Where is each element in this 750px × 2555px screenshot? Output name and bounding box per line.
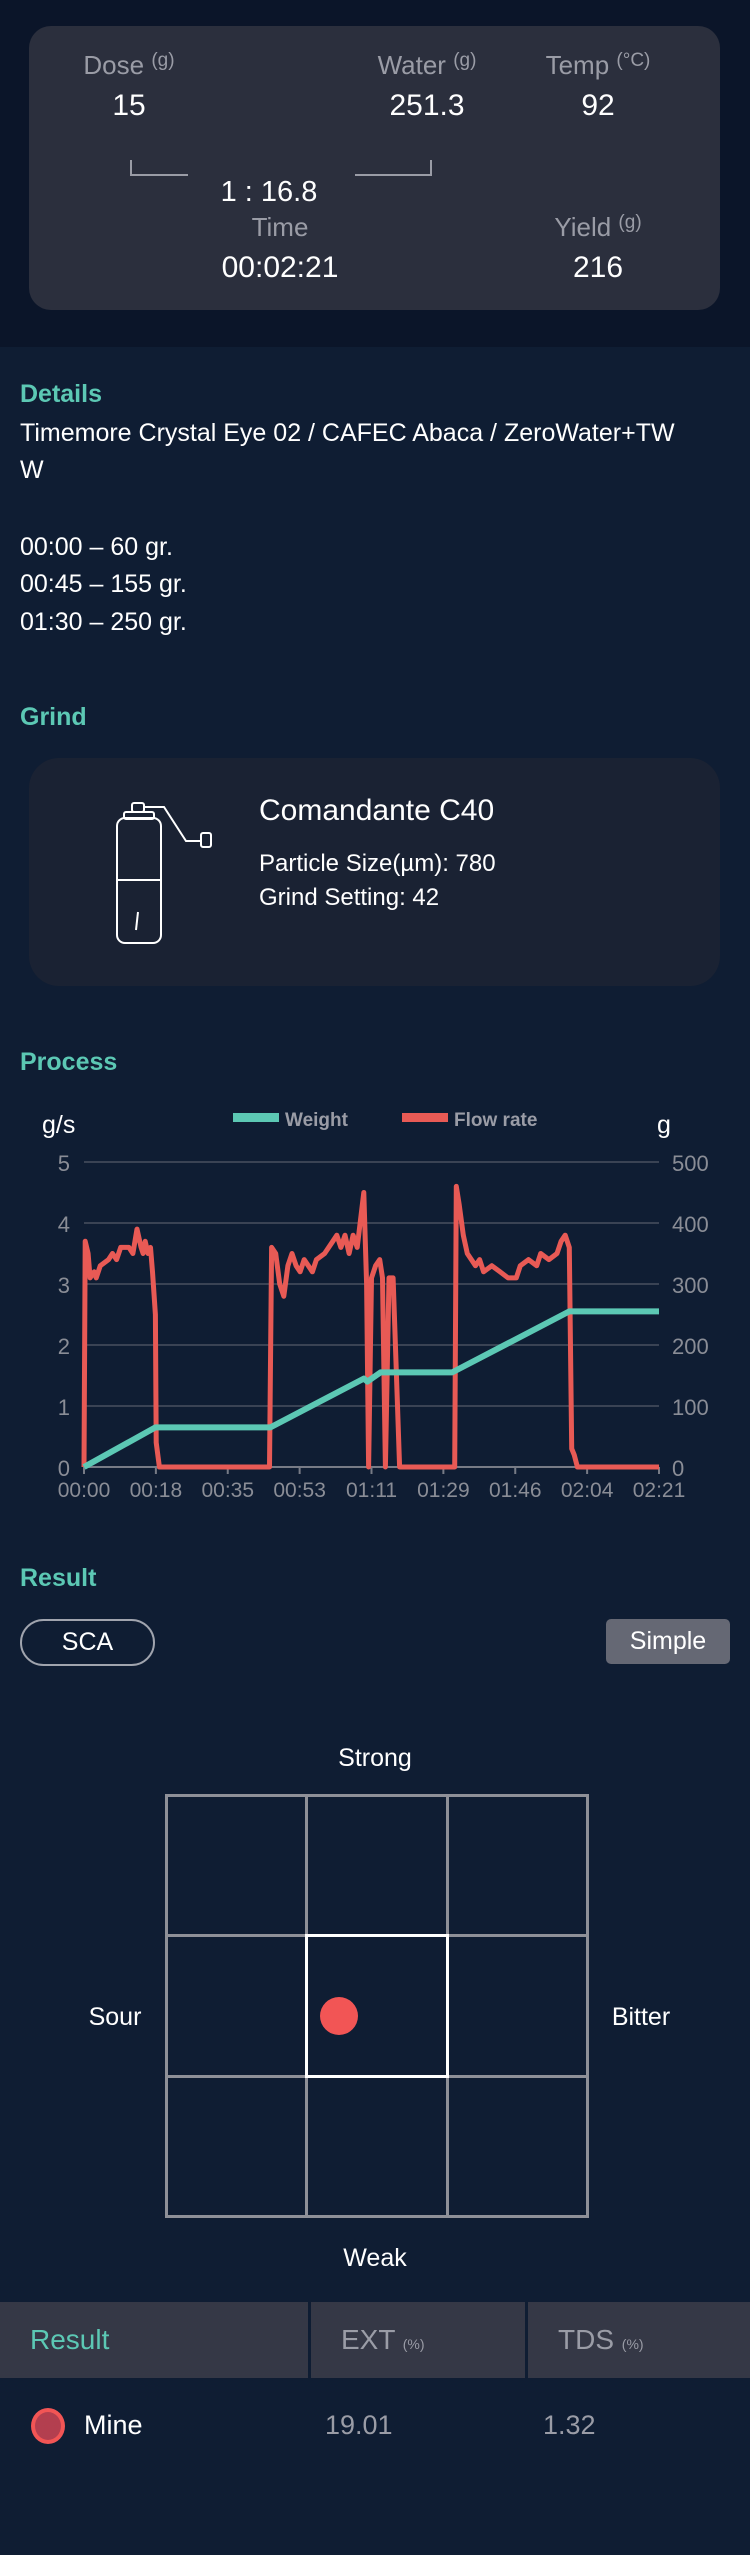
process-chart: 0 1 2 3 4 5 0 100 200 300 400 500 00:00 00:18 00:35 00:… [42,1110,709,1502]
x-tick-label: 01:46 [489,1479,542,1502]
temp-value: 92 [581,89,615,122]
right-tick-label: 500 [672,1151,709,1176]
x-tick-label: 01:29 [417,1479,470,1502]
dose-value: 15 [112,89,146,122]
compass-bitter-label: Bitter [611,2003,671,2031]
x-tick-label: 02:21 [633,1479,686,1502]
compass-cell-selected[interactable] [305,1934,449,2078]
simple-button[interactable]: Simple [606,1619,730,1664]
series-line-flow-rate [81,1183,659,1470]
details-equipment-wrap: W [20,456,44,484]
compass-weak-label: Weak [343,2244,407,2272]
row-tds: 1.32 [543,2410,596,2440]
left-tick-label: 0 [58,1456,70,1481]
yield-unit: (g) [618,212,642,233]
compass-cell[interactable] [164,2074,309,2219]
brew-ratio: 1 : 16.8 [220,176,318,208]
left-axis-label: g/s [42,1111,75,1139]
compass-cell[interactable] [305,2074,449,2219]
result-heading: Result [20,1564,97,1592]
water-unit: (g) [453,50,477,71]
particle-size: Particle Size(µm): 780 [259,850,496,877]
tds-unit: (%) [621,2336,644,2352]
pour-step: 01:30 – 250 gr. [20,608,187,636]
time-value: 00:02:21 [221,251,339,284]
right-tick-label: 100 [672,1395,709,1420]
right-tick-label: 400 [672,1212,709,1237]
time-label: Time [251,212,309,242]
yield-stat: Yield (g) 216 [498,212,698,285]
x-tick-label: 00:53 [273,1479,326,1502]
hand-grinder-icon [116,802,212,944]
temp-stat: Temp (°C) 92 [498,50,698,123]
tds-header-label: TDS [558,2324,614,2355]
taste-marker [320,1997,358,2035]
legend-swatch-flow-rate [402,1113,448,1122]
legend-label: Weight [285,1110,349,1131]
table-header-tds: TDS (%) [528,2302,750,2378]
left-tick-label: 3 [58,1273,70,1298]
left-tick-label: 5 [58,1151,70,1176]
grind-heading: Grind [20,703,87,731]
x-tick-label: 00:00 [58,1479,111,1502]
water-stat: Water (g) 251.3 [327,50,527,123]
compass-cell[interactable] [445,1934,590,2078]
table-row: Mine 19.01 1.32 [0,2400,750,2452]
left-tick-label: 1 [58,1395,70,1420]
taste-compass-grid[interactable] [164,1793,590,2219]
compass-cell[interactable] [445,2074,590,2219]
grinder-card: Comandante C40 Particle Size(µm): 780 Gr… [29,758,720,986]
table-header-ext: EXT (%) [311,2302,525,2378]
x-tick-label: 00:35 [201,1479,254,1502]
pour-step: 00:45 – 155 gr. [20,570,187,598]
process-heading: Process [20,1048,118,1076]
compass-strong-label: Strong [338,1744,412,1772]
compass-cell[interactable] [305,1793,449,1938]
temp-unit: (°C) [616,50,651,71]
left-tick-label: 2 [58,1334,70,1359]
compass-sour-label: Sour [88,2003,142,2031]
brew-summary-card: Dose (g) 15 Water (g) 251.3 Temp (°C) 92… [29,26,720,310]
compass-cell[interactable] [445,1793,590,1938]
x-tick-label: 00:18 [130,1479,183,1502]
water-value: 251.3 [389,89,465,122]
temp-label: Temp [545,50,610,80]
legend-swatch-weight [233,1113,279,1122]
right-tick-label: 300 [672,1273,709,1298]
water-label: Water [377,50,446,80]
compass-cell[interactable] [164,1934,309,2078]
time-stat: Time 00:02:21 [180,212,380,285]
details-heading: Details [20,380,102,408]
pour-step: 00:00 – 60 gr. [20,533,173,561]
table-header-result: Result [0,2302,308,2378]
left-tick-label: 4 [58,1212,70,1237]
ext-unit: (%) [402,2336,425,2352]
grind-setting: Grind Setting: 42 [259,884,440,911]
dose-stat: Dose (g) 15 [29,50,229,123]
mine-marker-icon [31,2408,65,2444]
legend-label: Flow rate [454,1110,537,1131]
grinder-name: Comandante C40 [259,794,495,827]
x-tick-label: 01:11 [346,1479,397,1502]
details-equipment: Timemore Crystal Eye 02 / CAFEC Abaca / … [20,419,675,447]
x-tick-label: 02:04 [561,1479,614,1502]
right-tick-label: 200 [672,1334,709,1359]
yield-value: 216 [572,251,624,284]
right-tick-label: 0 [672,1456,684,1481]
sca-button[interactable]: SCA [20,1619,155,1666]
ext-header-label: EXT [341,2324,395,2355]
dose-label: Dose [83,50,145,80]
series-line-weight [82,1308,659,1470]
compass-cell[interactable] [164,1793,309,1938]
dose-unit: (g) [151,50,175,71]
ratio-bracket-right [355,160,432,176]
right-axis-label: g [657,1111,671,1139]
ratio-bracket-left [130,160,188,176]
row-ext: 19.01 [325,2410,393,2440]
row-name: Mine [84,2410,143,2440]
yield-label: Yield [554,212,612,242]
